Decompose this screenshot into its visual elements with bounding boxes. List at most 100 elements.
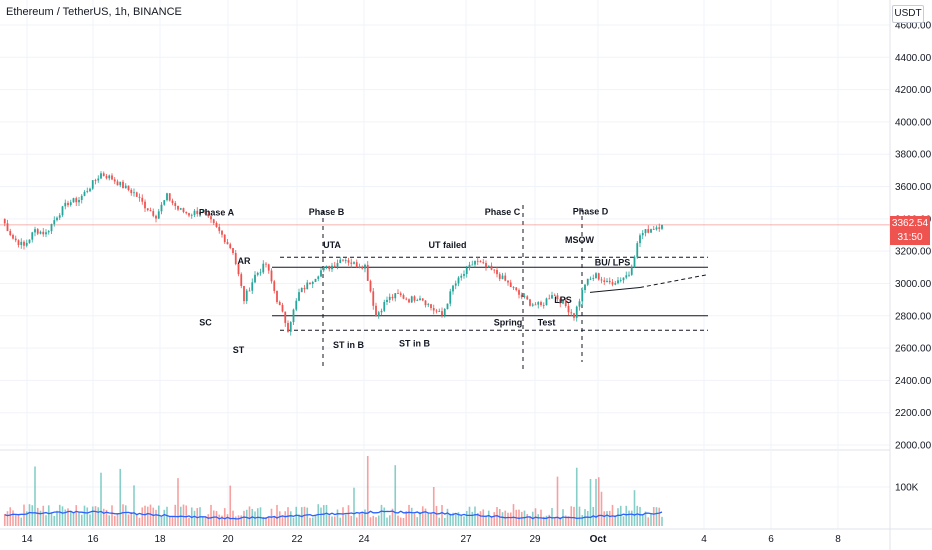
volume-bar xyxy=(650,513,652,526)
candle xyxy=(430,304,432,309)
time-tick-label: 22 xyxy=(291,534,303,545)
candle xyxy=(529,299,531,306)
time-tick-label: 14 xyxy=(21,534,33,545)
candle xyxy=(188,213,190,216)
currency-button[interactable]: USDT xyxy=(892,5,924,23)
volume-bar xyxy=(223,508,226,526)
volume-bar xyxy=(625,505,628,526)
volume-bar xyxy=(306,507,309,526)
candle xyxy=(606,280,608,282)
volume-bar xyxy=(72,511,75,526)
volume-bar xyxy=(402,517,405,526)
volume-bar xyxy=(468,506,471,526)
candle xyxy=(328,265,331,270)
volume-bar xyxy=(160,516,163,526)
candle xyxy=(311,282,314,284)
volume-bar xyxy=(551,508,553,526)
candle xyxy=(358,266,361,268)
volume-bar xyxy=(100,472,102,526)
candle xyxy=(410,296,413,303)
candle xyxy=(482,262,485,264)
candle xyxy=(465,267,468,275)
candle xyxy=(80,195,83,200)
volume-bar xyxy=(94,506,97,526)
candle xyxy=(3,218,6,224)
volume-bar xyxy=(526,514,529,526)
candle xyxy=(628,274,630,276)
volume-bar xyxy=(113,515,116,526)
candle xyxy=(83,191,86,196)
volume-bar xyxy=(23,504,25,526)
time-tick-label: 29 xyxy=(529,534,541,545)
volume-bar xyxy=(262,516,265,526)
chart-title: Ethereum / TetherUS, 1h, BINANCE xyxy=(6,6,182,18)
candle xyxy=(512,286,515,288)
candle xyxy=(622,277,625,281)
volume-bar xyxy=(281,515,284,526)
candle xyxy=(320,270,322,277)
volume-bar xyxy=(45,515,47,526)
volume-bar xyxy=(53,515,56,526)
candle xyxy=(240,274,243,286)
volume-bar xyxy=(80,514,83,526)
volume-bar xyxy=(20,517,23,526)
volume-bar xyxy=(386,517,388,526)
candle xyxy=(534,304,537,306)
candle xyxy=(276,290,278,303)
annotation-label: ST xyxy=(233,345,245,355)
volume-bar xyxy=(410,507,413,526)
candle xyxy=(201,211,204,213)
candle xyxy=(31,232,34,240)
candle xyxy=(9,231,12,236)
candle xyxy=(573,313,575,318)
candle xyxy=(487,265,490,268)
candle xyxy=(64,202,67,207)
grid xyxy=(0,0,890,529)
candle xyxy=(47,231,50,233)
volume-bar xyxy=(75,505,78,526)
annotation-label: UT failed xyxy=(428,240,466,250)
volume-bar xyxy=(509,512,512,526)
candle xyxy=(133,192,135,194)
volume-bar xyxy=(537,514,540,526)
candle xyxy=(457,277,460,284)
volume-bar xyxy=(309,517,311,526)
candle xyxy=(163,200,166,205)
candle xyxy=(78,199,80,203)
candle xyxy=(17,240,20,245)
candle xyxy=(361,267,364,269)
candle xyxy=(518,290,520,295)
candle xyxy=(641,233,644,236)
candle xyxy=(182,208,185,212)
volume-bar xyxy=(416,517,419,526)
candle xyxy=(50,224,53,232)
volume-bar xyxy=(273,516,276,526)
candle xyxy=(157,211,160,219)
candle xyxy=(438,311,441,312)
annotation-label: Test xyxy=(538,317,556,327)
volume-bar xyxy=(377,515,380,526)
candle xyxy=(564,299,567,306)
candle xyxy=(399,293,402,296)
volume-bar xyxy=(597,477,600,526)
volume-bar xyxy=(146,506,149,526)
candle xyxy=(383,301,386,311)
annotation-label: AR xyxy=(238,256,251,266)
candle xyxy=(168,193,171,201)
volume-tick-label: 100K xyxy=(895,483,919,494)
candle xyxy=(556,295,559,300)
candle xyxy=(443,309,446,316)
volume-bar xyxy=(215,510,218,526)
candle xyxy=(207,214,210,217)
time-axis[interactable]: 14 16 18 20 22 24 27 29 Oct 4 6 8 xyxy=(0,528,932,545)
volume-bar xyxy=(641,515,644,526)
candle xyxy=(460,275,463,278)
candle xyxy=(333,265,336,267)
candle xyxy=(441,311,443,316)
volume-bar xyxy=(166,506,168,526)
price-axis[interactable]: 4600.00 4400.00 4200.00 4000.00 3800.00 3600.… xyxy=(889,0,932,550)
volume-bar xyxy=(61,506,64,526)
volume-bar xyxy=(628,510,630,526)
candle xyxy=(42,231,45,235)
